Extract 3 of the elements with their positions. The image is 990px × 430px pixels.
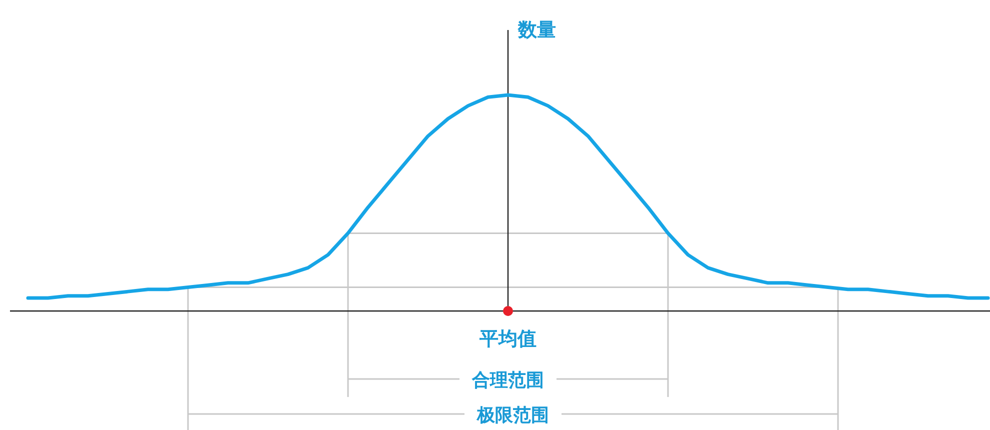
annotation: 平均值: [480, 306, 536, 350]
text: 极限范围: [477, 405, 549, 426]
y-axis-title: 数量: [517, 19, 556, 41]
